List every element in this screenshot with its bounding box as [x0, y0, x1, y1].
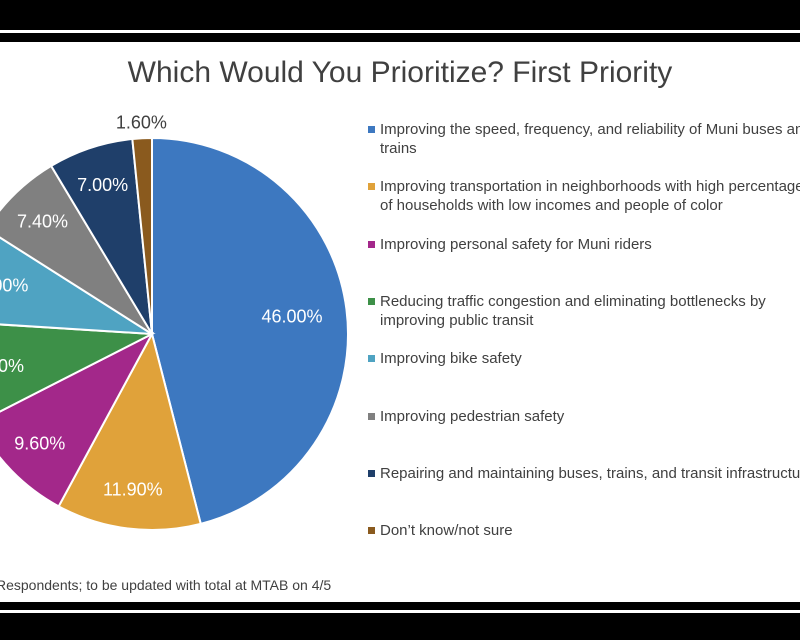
data-label: 7.40%	[17, 212, 68, 232]
legend-swatch	[368, 412, 375, 420]
legend-item: Don’t know/not sure	[368, 521, 800, 540]
data-label: 1.60%	[116, 113, 167, 133]
legend-swatch	[368, 527, 375, 535]
pie-slice	[0, 323, 156, 413]
footnote: Respondents; to be updated with total at…	[0, 577, 332, 593]
pie-chart: 46.00% 11.90% 9.60% 8.50% 8.00% 7.40% 7.00% 1.6…	[0, 113, 349, 531]
chart-slide: Which Would You Prioritize? First Priori…	[0, 42, 800, 602]
data-label: 8.00%	[0, 276, 28, 296]
chart-title: Which Would You Prioritize? First Priori…	[127, 56, 673, 89]
data-label: 9.60%	[14, 433, 65, 453]
legend-item: Repairing and maintaining buses, trains,…	[368, 464, 800, 483]
legend-label: Improving bike safety	[380, 350, 522, 368]
legend-item: Improving bike safety	[368, 349, 800, 368]
legend-swatch	[368, 297, 375, 305]
legend-item: Improving transportation in neighborhood…	[368, 177, 800, 215]
data-label: 7.00%	[77, 175, 128, 195]
legend-label: Repairing and maintaining buses, trains,…	[380, 464, 800, 482]
legend-label: Improving personal safety for Muni rider…	[380, 235, 652, 253]
legend-label: Improving transportation in neighborhood…	[380, 178, 800, 215]
legend-item: Reducing traffic congestion and eliminat…	[368, 292, 800, 330]
legend-label: Don’t know/not sure	[380, 522, 513, 540]
top-border-line	[0, 30, 800, 33]
legend-swatch	[368, 183, 375, 191]
legend-item: Improving pedestrian safety	[368, 407, 800, 426]
legend-swatch	[368, 355, 375, 363]
data-label: 46.00%	[261, 306, 322, 326]
data-label: 8.50%	[0, 356, 24, 376]
pie-slice	[151, 136, 349, 526]
legend-item: Improving the speed, frequency, and reli…	[368, 120, 800, 158]
data-label: 11.90%	[103, 480, 163, 500]
legend-item: Improving personal safety for Muni rider…	[368, 235, 800, 254]
pie-slice	[0, 331, 155, 508]
pie-slice	[131, 136, 153, 335]
legend-swatch	[368, 126, 375, 133]
pie-slice	[57, 331, 202, 531]
bottom-border-line	[0, 610, 800, 613]
legend-label: Improving pedestrian safety	[380, 407, 565, 425]
legend-swatch	[368, 469, 375, 477]
legend-label: Reducing traffic congestion and eliminat…	[380, 292, 766, 329]
legend-swatch	[368, 240, 375, 248]
legend-label: Improving the speed, frequency, and reli…	[380, 121, 800, 157]
